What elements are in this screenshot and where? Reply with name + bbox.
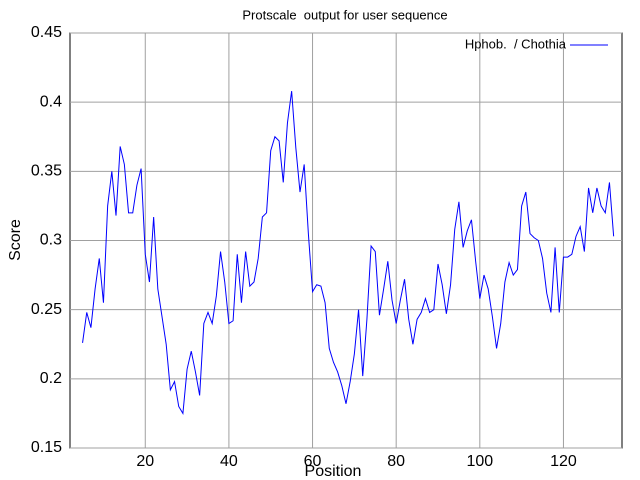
x-tick-label: 20 xyxy=(136,453,154,470)
y-tick-label: 0.25 xyxy=(31,301,62,318)
y-tick-label: 0.35 xyxy=(31,163,62,180)
x-tick-label: 40 xyxy=(220,453,238,470)
y-tick-label: 0.4 xyxy=(40,93,62,110)
data-line xyxy=(82,91,615,415)
legend-label: Hphob. / Chothia xyxy=(465,36,567,51)
y-tick-label: 0.3 xyxy=(40,232,62,249)
x-tick-label: 80 xyxy=(387,453,405,470)
y-tick-label: 0.15 xyxy=(31,439,62,456)
y-tick-label: 0.45 xyxy=(31,24,62,41)
chart-title: Protscale output for user sequence xyxy=(242,7,447,22)
x-tick-label: 120 xyxy=(550,453,577,470)
x-tick-label: 60 xyxy=(304,453,322,470)
x-axis-label: Position xyxy=(305,463,362,480)
x-tick-label: 100 xyxy=(466,453,493,470)
y-axis-label: Score xyxy=(7,219,24,261)
y-tick-label: 0.2 xyxy=(40,370,62,387)
